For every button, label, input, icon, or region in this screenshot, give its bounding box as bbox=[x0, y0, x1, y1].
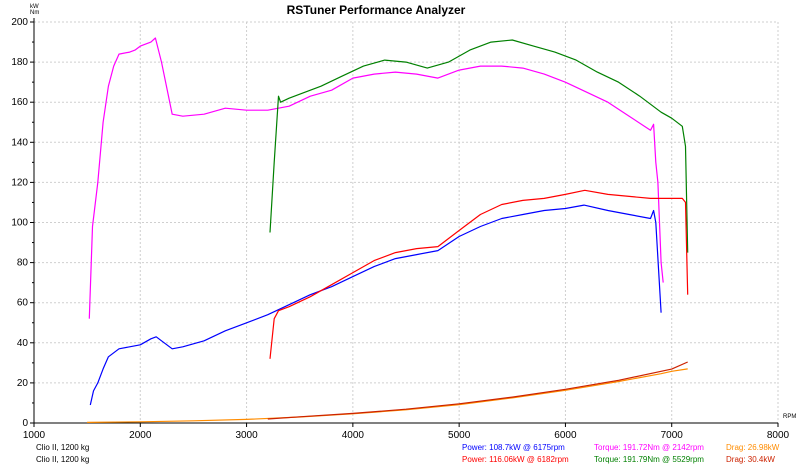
series-line-power-run-2 bbox=[269, 189, 689, 359]
y-tick-label-40: 40 bbox=[17, 338, 29, 349]
footer-torque-row-2: Torque: 191.79Nm @ 5529rpm bbox=[594, 455, 704, 464]
x-tick-label-2000: 2000 bbox=[129, 430, 152, 441]
footer-drag-row-2: Drag: 30.4kW bbox=[726, 455, 775, 464]
series-line-torque-run-1 bbox=[88, 37, 664, 319]
y-tick-label-180: 180 bbox=[11, 57, 28, 68]
series-lines bbox=[87, 37, 689, 423]
x-tick-label-5000: 5000 bbox=[448, 430, 471, 441]
series-line-drag-run-2 bbox=[267, 361, 688, 420]
chart-title: RSTuner Performance Analyzer bbox=[287, 3, 466, 17]
footer-power-row-2: Power: 116.06kW @ 6182rpm bbox=[462, 455, 569, 464]
x-tick-label-3000: 3000 bbox=[235, 430, 258, 441]
footer-vehicle-row-1: Clio II, 1200 kg bbox=[36, 443, 89, 452]
y-tick-label-100: 100 bbox=[11, 218, 28, 229]
x-tick-label-6000: 6000 bbox=[554, 430, 577, 441]
y-tick-label-160: 160 bbox=[11, 97, 28, 108]
x-tick-label-8000: 8000 bbox=[767, 430, 790, 441]
x-tick-label-7000: 7000 bbox=[661, 430, 684, 441]
footer-legend: Clio II, 1200 kg Clio II, 1200 kg Power:… bbox=[36, 443, 780, 464]
y-tick-label-60: 60 bbox=[17, 298, 29, 309]
axes bbox=[30, 18, 779, 427]
footer-power-row-1: Power: 108.7kW @ 6175rpm bbox=[462, 443, 565, 452]
y-tick-label-200: 200 bbox=[11, 17, 28, 28]
y-unit-label-kw: kW bbox=[30, 4, 39, 10]
x-tick-label-1000: 1000 bbox=[23, 430, 46, 441]
y-tick-label-80: 80 bbox=[17, 258, 29, 269]
footer-vehicle-row-2: Clio II, 1200 kg bbox=[36, 455, 89, 464]
y-unit-label-nm: Nm bbox=[30, 10, 39, 16]
series-line-drag-run-1 bbox=[87, 368, 688, 423]
tick-labels: 0 20 40 60 80 100 120 140 160 180 200 1000 2000 3000 4… bbox=[11, 17, 789, 441]
x-unit-label: RPM bbox=[783, 414, 796, 420]
y-tick-label-140: 140 bbox=[11, 137, 28, 148]
footer-torque-row-1: Torque: 191.72Nm @ 2142rpm bbox=[594, 443, 704, 452]
x-tick-label-4000: 4000 bbox=[342, 430, 365, 441]
footer-drag-row-1: Drag: 26.98kW bbox=[726, 443, 780, 452]
y-tick-label-120: 120 bbox=[11, 177, 28, 188]
y-tick-label-20: 20 bbox=[17, 378, 29, 389]
series-line-torque-run-2 bbox=[269, 39, 689, 253]
y-tick-label-0: 0 bbox=[22, 418, 28, 429]
